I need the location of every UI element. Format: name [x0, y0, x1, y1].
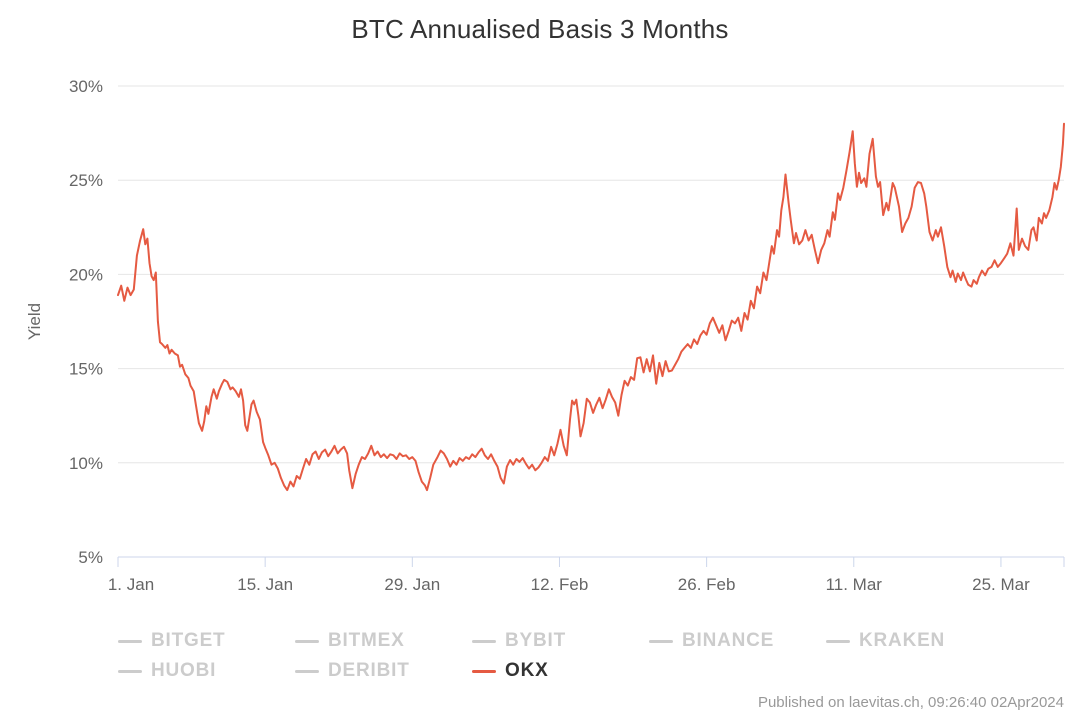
legend-item-okx[interactable]: OKX — [472, 656, 649, 686]
legend-item-bitget[interactable]: BITGET — [118, 626, 295, 656]
legend-line-marker-icon — [649, 639, 673, 643]
y-axis-label-25: 25% — [69, 171, 103, 190]
x-axis-label-15-jan: 15. Jan — [237, 575, 293, 594]
legend-label-okx: OKX — [505, 660, 549, 681]
legend-label-bybit: BYBIT — [505, 630, 566, 651]
y-axis-title: Yield — [25, 303, 44, 340]
y-axis-label-15: 15% — [69, 360, 103, 379]
legend-item-bitmex[interactable]: BITMEX — [295, 626, 472, 656]
x-axis-label-1-jan: 1. Jan — [108, 575, 154, 594]
legend-item-kraken[interactable]: KRAKEN — [826, 626, 1003, 656]
legend-item-bybit[interactable]: BYBIT — [472, 626, 649, 656]
legend-line-marker-icon — [472, 669, 496, 673]
legend-line-marker-icon — [472, 639, 496, 643]
legend-item-deribit[interactable]: DERIBIT — [295, 656, 472, 686]
credits-link[interactable]: Published on laevitas.ch, 09:26:40 02Apr… — [757, 694, 1064, 711]
legend-label-kraken: KRAKEN — [859, 630, 946, 651]
okx-series-line[interactable] — [117, 122, 1065, 492]
legend-line-marker-icon — [295, 669, 319, 673]
legend-item-huobi[interactable]: HUOBI — [118, 656, 295, 686]
legend-label-bitmex: BITMEX — [328, 630, 405, 651]
legend: BITGET BITMEX BYBIT BINANCE KRAKEN HUOBI DERIB… — [118, 626, 1064, 686]
y-axis-label-20: 20% — [69, 265, 103, 284]
x-axis-label-26-feb: 26. Feb — [678, 575, 736, 594]
x-axis-label-12-feb: 12. Feb — [531, 575, 589, 594]
legend-line-marker-icon — [826, 639, 850, 643]
y-axis-label-30: 30% — [69, 77, 103, 96]
legend-line-marker-icon — [118, 639, 142, 643]
legend-row: HUOBI DERIBIT OKX — [118, 656, 1064, 686]
legend-label-huobi: HUOBI — [151, 660, 217, 681]
y-axis-label-5: 5% — [78, 548, 103, 567]
legend-line-marker-icon — [295, 639, 319, 643]
legend-item-binance[interactable]: BINANCE — [649, 626, 826, 656]
legend-label-deribit: DERIBIT — [328, 660, 410, 681]
y-axis-label-10: 10% — [69, 454, 103, 473]
chart-title: BTC Annualised Basis 3 Months — [351, 14, 729, 44]
legend-label-bitget: BITGET — [151, 630, 226, 651]
legend-line-marker-icon — [118, 669, 142, 673]
x-axis-label-29-jan: 29. Jan — [384, 575, 440, 594]
legend-row: BITGET BITMEX BYBIT BINANCE KRAKEN — [118, 626, 1064, 656]
x-axis-label-25-mar: 25. Mar — [972, 575, 1030, 594]
legend-label-binance: BINANCE — [682, 630, 775, 651]
x-axis-label-11-mar: 11. Mar — [826, 575, 883, 594]
